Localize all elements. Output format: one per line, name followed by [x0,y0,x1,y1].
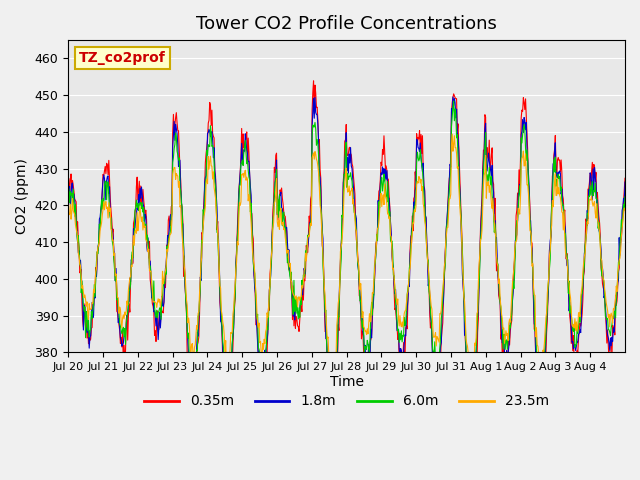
0.35m [281,213,289,218]
Line: 23.5m: 23.5m [68,134,625,387]
23.5m [435,339,443,345]
1.8m [232,263,240,268]
6.0m [260,354,268,360]
1.8m [435,363,443,369]
23.5m [130,233,138,239]
0.35m [130,220,138,226]
Legend: 0.35m, 1.8m, 6.0m, 23.5m: 0.35m, 1.8m, 6.0m, 23.5m [138,389,555,414]
6.0m [621,194,629,200]
Title: Tower CO2 Profile Concentrations: Tower CO2 Profile Concentrations [196,15,497,33]
6.0m [404,286,412,291]
6.0m [467,408,475,414]
23.5m [260,347,268,352]
1.8m [260,366,268,372]
0.35m [310,78,317,84]
6.0m [64,208,72,214]
1.8m [64,187,72,192]
23.5m [281,226,289,232]
X-axis label: Time: Time [330,375,364,389]
23.5m [466,384,474,390]
Text: TZ_co2prof: TZ_co2prof [79,51,166,65]
1.8m [449,94,457,100]
0.35m [467,434,475,440]
0.35m [436,368,444,373]
6.0m [281,224,289,230]
6.0m [130,238,138,244]
0.35m [405,278,413,284]
23.5m [64,216,72,222]
Line: 1.8m: 1.8m [68,97,625,436]
0.35m [232,263,240,268]
23.5m [449,131,456,137]
0.35m [260,391,268,396]
6.0m [450,98,458,104]
Y-axis label: CO2 (ppm): CO2 (ppm) [15,158,29,234]
Line: 0.35m: 0.35m [68,81,625,437]
6.0m [435,353,443,359]
6.0m [232,266,240,272]
23.5m [232,266,240,272]
23.5m [621,207,629,213]
0.35m [64,175,72,180]
1.8m [621,179,629,185]
0.35m [621,175,629,181]
1.8m [404,297,412,303]
1.8m [130,226,138,231]
1.8m [281,217,289,223]
Line: 6.0m: 6.0m [68,101,625,411]
1.8m [467,433,475,439]
23.5m [404,289,412,295]
